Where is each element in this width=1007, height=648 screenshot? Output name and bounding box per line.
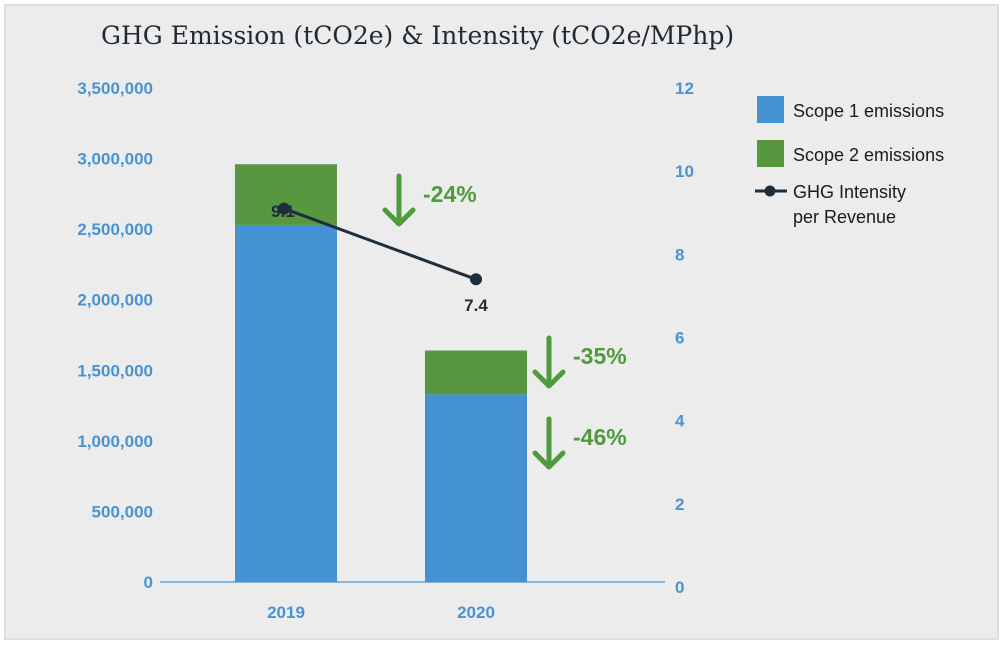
bar-scope2-2019 [235, 164, 337, 225]
annotation-percent: -46% [573, 424, 627, 450]
legend-label: per Revenue [793, 207, 896, 227]
bar-scope2-2020 [425, 350, 527, 395]
bar-scope1-2020 [425, 394, 527, 582]
legend-swatch-scope2 [757, 140, 784, 167]
y-right-tick-label: 6 [675, 329, 684, 348]
y-left-tick-label: 2,500,000 [77, 220, 153, 239]
y-left-tick-label: 1,000,000 [77, 432, 153, 451]
y-right-tick-label: 10 [675, 162, 694, 181]
legend-label: GHG Intensity [793, 182, 906, 202]
intensity-line [283, 207, 477, 281]
y-right-tick-label: 2 [675, 495, 684, 514]
legend-label: Scope 2 emissions [793, 145, 944, 165]
y-left-tick-label: 500,000 [92, 502, 153, 521]
legend-label: Scope 1 emissions [793, 101, 944, 121]
down-arrow-icon [382, 207, 416, 227]
y-right-tick-label: 8 [675, 245, 684, 264]
down-arrow-icon [532, 450, 566, 470]
data-label-2019: 9.1 [271, 202, 295, 221]
y-left-tick-label: 3,000,000 [77, 150, 153, 169]
annotation-percent: -24% [423, 181, 477, 207]
x-tick-label: 2020 [457, 603, 495, 622]
legend-swatch-scope1 [757, 96, 784, 123]
y-right-tick-label: 12 [675, 79, 694, 98]
bar-scope1-2019 [235, 224, 337, 582]
y-left-tick-label: 0 [144, 573, 153, 592]
intensity-point [470, 273, 482, 286]
down-arrow-icon [532, 369, 566, 389]
x-tick-label: 2019 [267, 603, 305, 622]
data-label-2020: 7.4 [464, 296, 488, 315]
y-right-tick-label: 0 [675, 578, 684, 597]
legend-line-marker [764, 185, 776, 197]
y-left-tick-label: 1,500,000 [77, 361, 153, 380]
intensity-point [278, 202, 290, 215]
chart-title: GHG Emission (tCO2e) & Intensity (tCO2e/… [101, 21, 734, 50]
annotation-percent: -35% [573, 343, 627, 369]
y-right-tick-label: 4 [675, 412, 685, 431]
y-left-tick-label: 3,500,000 [77, 79, 153, 98]
y-left-tick-label: 2,000,000 [77, 291, 153, 310]
